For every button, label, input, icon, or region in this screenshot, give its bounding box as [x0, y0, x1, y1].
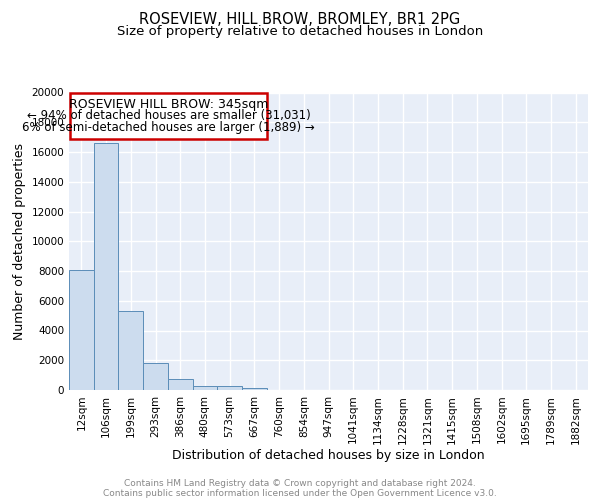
Text: Contains HM Land Registry data © Crown copyright and database right 2024.: Contains HM Land Registry data © Crown c… — [124, 478, 476, 488]
Bar — [69, 270, 94, 390]
Text: ROSEVIEW HILL BROW: 345sqm: ROSEVIEW HILL BROW: 345sqm — [69, 98, 268, 112]
Bar — [143, 363, 168, 390]
Y-axis label: Number of detached properties: Number of detached properties — [13, 143, 26, 340]
Text: ROSEVIEW, HILL BROW, BROMLEY, BR1 2PG: ROSEVIEW, HILL BROW, BROMLEY, BR1 2PG — [139, 12, 461, 28]
Text: Size of property relative to detached houses in London: Size of property relative to detached ho… — [117, 25, 483, 38]
Bar — [217, 386, 242, 390]
Bar — [94, 143, 118, 390]
Bar — [193, 386, 217, 390]
Text: 6% of semi-detached houses are larger (1,889) →: 6% of semi-detached houses are larger (1… — [22, 121, 315, 134]
Bar — [242, 388, 267, 390]
X-axis label: Distribution of detached houses by size in London: Distribution of detached houses by size … — [172, 449, 485, 462]
Text: Contains public sector information licensed under the Open Government Licence v3: Contains public sector information licen… — [103, 488, 497, 498]
Text: ← 94% of detached houses are smaller (31,031): ← 94% of detached houses are smaller (31… — [26, 109, 310, 122]
Bar — [168, 379, 193, 390]
Bar — [118, 311, 143, 390]
FancyBboxPatch shape — [70, 92, 267, 138]
